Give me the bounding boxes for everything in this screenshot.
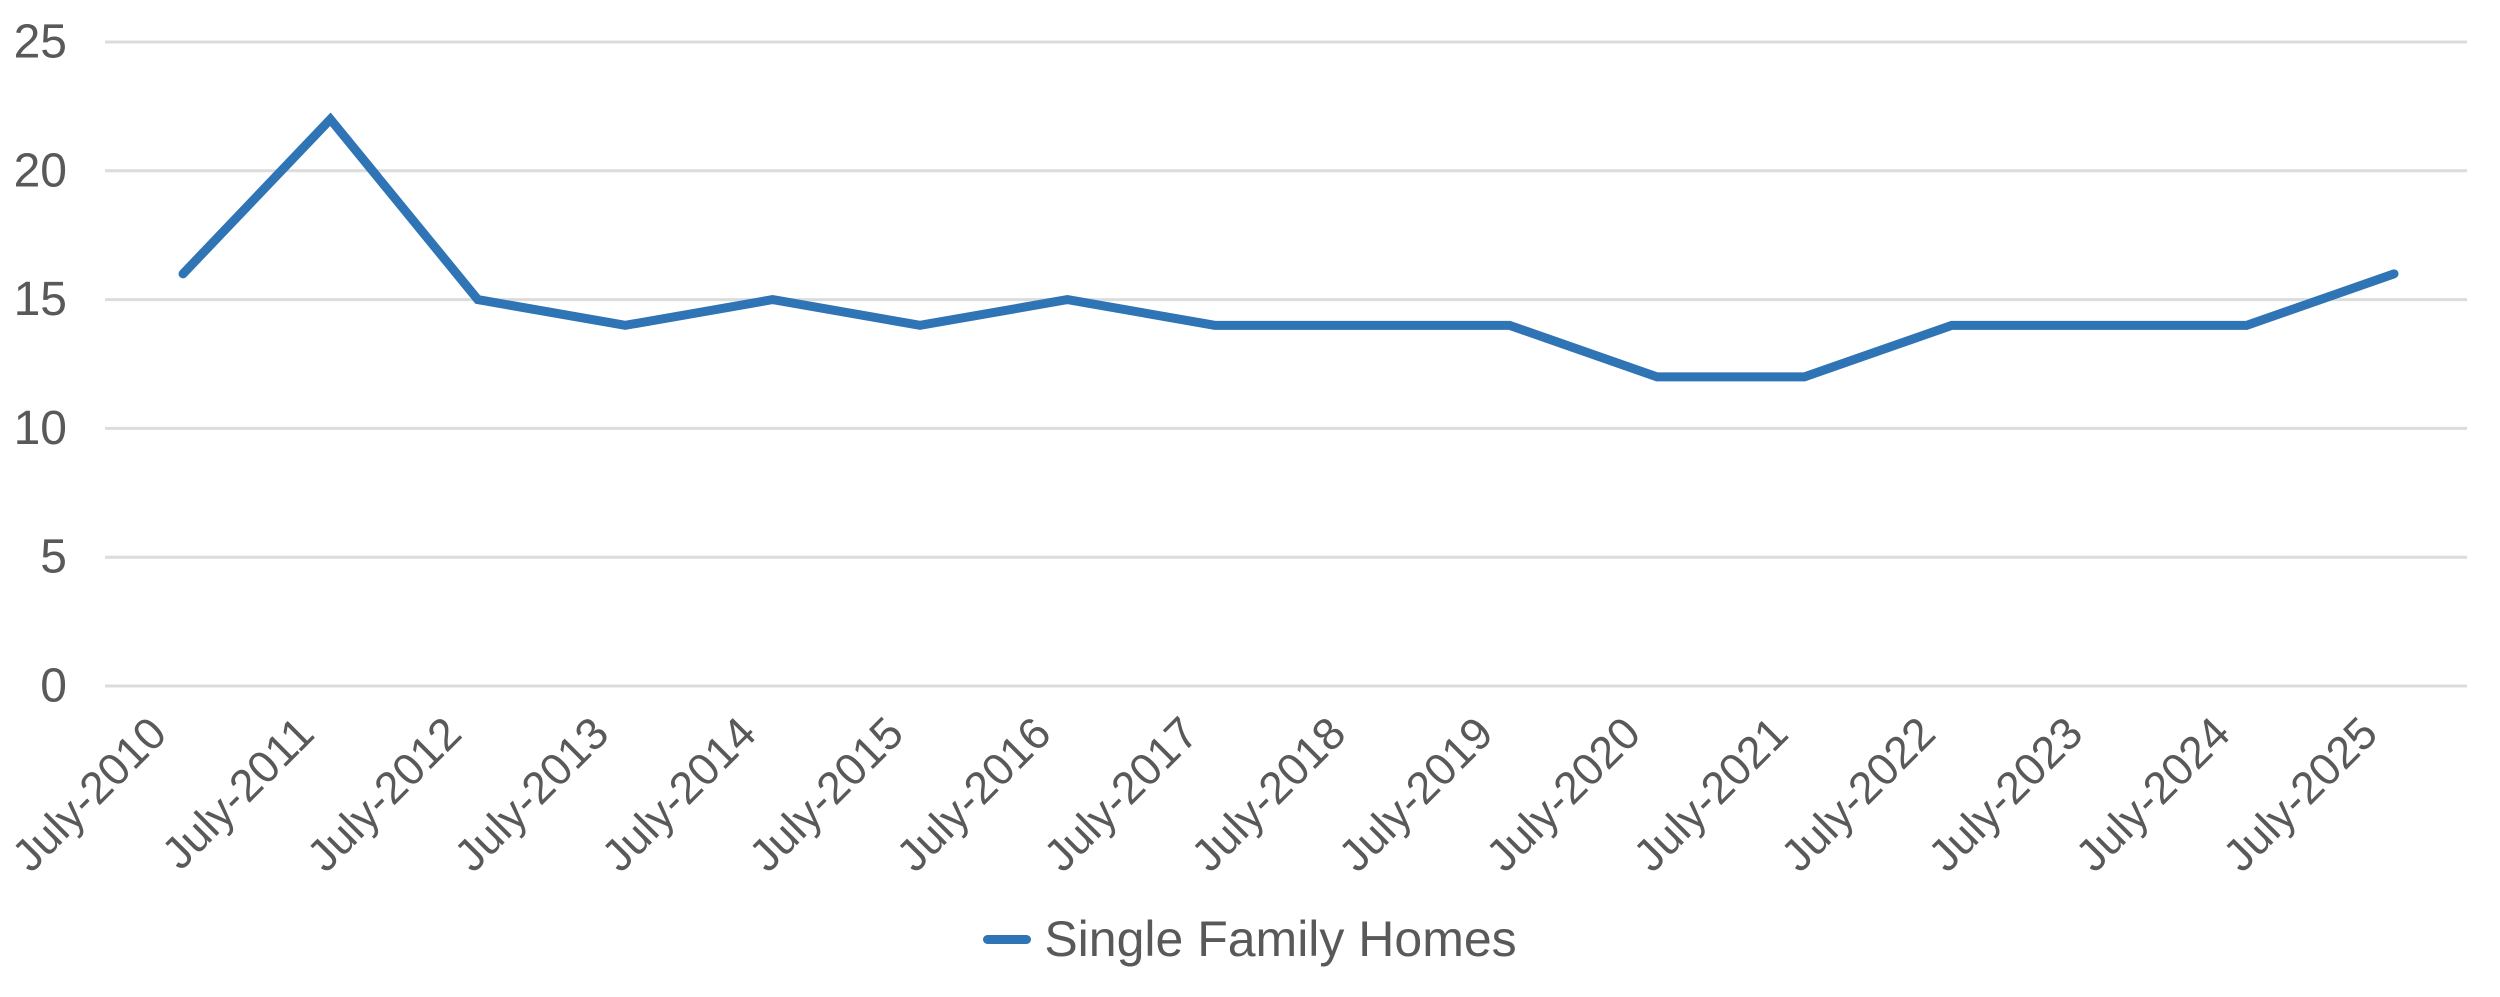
x-tick-label: July-2020 <box>1476 707 1650 881</box>
x-tick-label: July-2021 <box>1623 707 1797 881</box>
x-tick-label: July-2019 <box>1329 707 1503 881</box>
x-tick-label: July-2010 <box>2 707 176 881</box>
y-tick-label: 0 <box>40 660 67 713</box>
y-tick-label: 25 <box>14 16 67 69</box>
x-tick-label: July-2014 <box>592 707 766 881</box>
x-tick-label: July-2017 <box>1034 707 1208 881</box>
x-axis-labels: July-2010July-2011July-2012July-2013July… <box>2 707 2387 881</box>
y-axis-labels: 0 5 10 15 20 25 <box>14 16 67 713</box>
x-tick-label: July-2012 <box>297 707 471 881</box>
x-tick-label: July-2013 <box>444 707 618 881</box>
y-tick-label: 15 <box>14 273 67 326</box>
x-tick-label: July-2025 <box>2213 707 2387 881</box>
x-tick-label: July-2018 <box>1181 707 1355 881</box>
y-tick-label: 10 <box>14 402 67 455</box>
y-tick-label: 5 <box>40 531 67 584</box>
gridlines <box>105 40 2467 688</box>
x-tick-label: July-2022 <box>1771 707 1945 881</box>
x-tick-label: July-2015 <box>739 707 913 881</box>
x-tick-label: July-2011 <box>152 707 324 879</box>
series-line <box>178 112 2399 382</box>
x-tick-label: July-2024 <box>2066 707 2240 881</box>
x-tick-label: July-2023 <box>1918 707 2092 881</box>
x-tick-label: July-2016 <box>886 707 1060 881</box>
y-tick-label: 20 <box>14 144 67 197</box>
